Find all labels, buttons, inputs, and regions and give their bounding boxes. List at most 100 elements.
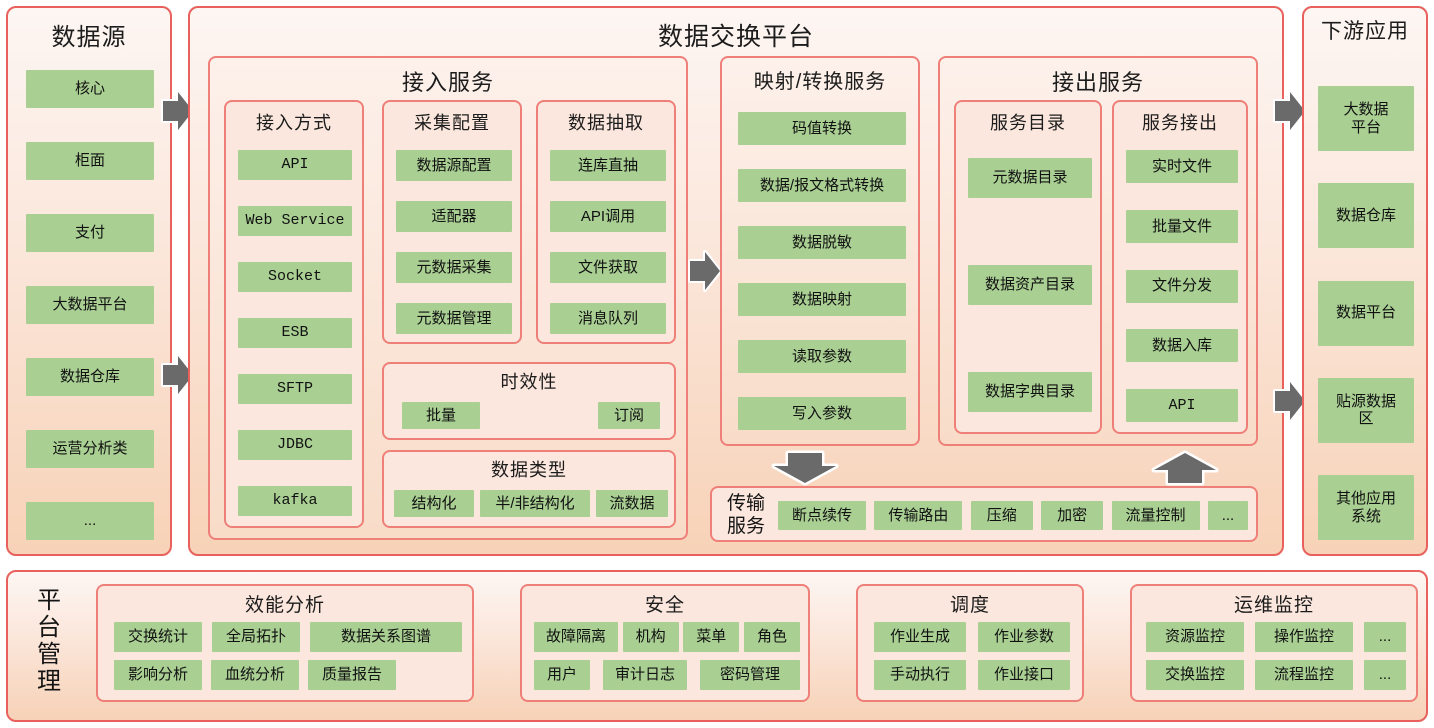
access-mode-item[interactable]: Web Service	[238, 206, 352, 236]
data-extract-item[interactable]: API调用	[550, 201, 666, 232]
datasource-item[interactable]: 数据仓库	[26, 358, 154, 396]
mapping-service-item[interactable]: 码值转换	[738, 112, 906, 145]
security-item[interactable]: 密码管理	[700, 660, 800, 690]
access-mode-title: 接入方式	[256, 113, 332, 133]
service-catalog-item[interactable]: 数据资产目录	[968, 265, 1092, 305]
collect-config-item[interactable]: 适配器	[396, 201, 512, 232]
access-mode-item[interactable]: Socket	[238, 262, 352, 292]
platform-title: 数据交换平台	[657, 23, 814, 51]
data-extract-item[interactable]: 消息队列	[550, 303, 666, 334]
service-export-item[interactable]: 数据入库	[1126, 329, 1238, 363]
service-export-item[interactable]: 实时文件	[1126, 150, 1238, 183]
platform-mgmt-title-char: 平	[37, 587, 61, 614]
transport-service-item[interactable]: 流量控制	[1111, 501, 1200, 530]
ops-monitor-row1: 资源监控 操作监控 ...	[1146, 622, 1406, 652]
downstream-item[interactable]: 数据平台	[1318, 280, 1414, 346]
datasource-item[interactable]: 核心	[26, 70, 154, 108]
security-item[interactable]: 用户	[534, 660, 590, 690]
efficiency-analysis-item[interactable]: 血统分析	[211, 660, 299, 690]
service-export-list: 实时文件 批量文件 文件分发 数据入库 API	[1126, 150, 1238, 422]
mapping-service-item[interactable]: 数据/报文格式转换	[738, 169, 906, 202]
service-catalog-item[interactable]: 数据字典目录	[968, 372, 1092, 412]
downstream-item[interactable]: 数据仓库	[1318, 183, 1414, 249]
collect-config-title: 采集配置	[414, 113, 490, 133]
security-title: 安全	[644, 595, 685, 616]
downstream-item[interactable]: 其他应用 系统	[1318, 475, 1414, 540]
efficiency-analysis-item[interactable]: 数据关系图谱	[310, 622, 462, 652]
data-type-item[interactable]: 半/非结构化	[480, 490, 590, 517]
collect-config-item[interactable]: 元数据采集	[396, 252, 512, 283]
data-type-panel: 数据类型 结构化 半/非结构化 流数据	[382, 450, 676, 528]
security-item[interactable]: 审计日志	[603, 660, 687, 690]
security-item[interactable]: 机构	[622, 622, 679, 652]
downstream-item[interactable]: 贴源数据 区	[1318, 377, 1414, 443]
ops-monitor-item[interactable]: 流程监控	[1255, 660, 1353, 690]
datasource-item[interactable]: 柜面	[26, 142, 154, 180]
datasource-item[interactable]: 支付	[26, 214, 154, 252]
ops-monitor-item[interactable]: ...	[1364, 622, 1406, 652]
scheduling-item[interactable]: 作业生成	[874, 622, 966, 652]
mapping-service-item[interactable]: 数据脱敏	[738, 226, 906, 259]
collect-config-item[interactable]: 元数据管理	[396, 303, 512, 334]
data-extract-item[interactable]: 文件获取	[550, 252, 666, 283]
access-mode-panel: 接入方式 API Web Service Socket ESB SFTP JDB…	[224, 100, 364, 528]
access-mode-item[interactable]: API	[238, 150, 352, 180]
efficiency-analysis-item[interactable]: 影响分析	[114, 660, 202, 690]
service-export-panel: 服务接出 实时文件 批量文件 文件分发 数据入库 API	[1112, 100, 1248, 434]
access-mode-item[interactable]: kafka	[238, 486, 352, 516]
datasource-item[interactable]: 大数据平台	[26, 286, 154, 324]
ops-monitor-item[interactable]: 交换监控	[1146, 660, 1244, 690]
efficiency-analysis-item[interactable]: 全局拓扑	[212, 622, 300, 652]
scheduling-title: 调度	[949, 595, 990, 616]
transport-service-item[interactable]: ...	[1207, 501, 1248, 530]
access-mode-item[interactable]: SFTP	[238, 374, 352, 404]
datasource-item[interactable]: 运营分析类	[26, 430, 154, 468]
transport-service-item[interactable]: 压缩	[970, 501, 1033, 530]
scheduling-item[interactable]: 作业接口	[978, 660, 1070, 690]
arrow-up-icon	[1146, 449, 1224, 487]
datasource-item[interactable]: ...	[26, 502, 154, 540]
security-item[interactable]: 角色	[743, 622, 800, 652]
transport-service-item[interactable]: 传输路由	[874, 501, 963, 530]
service-export-item[interactable]: API	[1126, 389, 1238, 422]
security-item[interactable]: 故障隔离	[534, 622, 618, 652]
output-service-title: 接出服务	[1051, 70, 1144, 95]
service-catalog-panel: 服务目录 元数据目录 数据资产目录 数据字典目录	[954, 100, 1102, 434]
access-service-panel: 接入服务 接入方式 API Web Service Socket ESB SFT…	[208, 56, 688, 540]
service-export-title: 服务接出	[1142, 113, 1218, 133]
ops-monitor-item[interactable]: 资源监控	[1146, 622, 1244, 652]
scheduling-item[interactable]: 手动执行	[874, 660, 966, 690]
timeliness-item[interactable]: 批量	[402, 402, 480, 429]
efficiency-analysis-item[interactable]: 交换统计	[114, 622, 202, 652]
efficiency-analysis-item[interactable]: 质量报告	[308, 660, 396, 690]
ops-monitor-title: 运维监控	[1233, 595, 1314, 616]
security-item[interactable]: 菜单	[683, 622, 740, 652]
service-export-item[interactable]: 文件分发	[1126, 269, 1238, 303]
timeliness-title: 时效性	[500, 372, 558, 392]
service-export-item[interactable]: 批量文件	[1126, 209, 1238, 243]
transport-service-item[interactable]: 加密	[1041, 501, 1104, 530]
mapping-service-panel: 映射/转换服务 码值转换 数据/报文格式转换 数据脱敏 数据映射 读取参数 写入…	[720, 56, 920, 446]
security-row2: 用户 审计日志 密码管理	[534, 660, 800, 690]
downstream-item[interactable]: 大数据 平台	[1318, 86, 1414, 151]
ops-monitor-item[interactable]: ...	[1364, 660, 1406, 690]
datasource-list: 核心 柜面 支付 大数据平台 数据仓库 运营分析类 ...	[26, 70, 154, 540]
access-mode-item[interactable]: ESB	[238, 318, 352, 348]
data-extract-item[interactable]: 连库直抽	[550, 150, 666, 181]
mapping-service-item[interactable]: 读取参数	[738, 340, 906, 373]
ops-monitor-item[interactable]: 操作监控	[1255, 622, 1353, 652]
data-type-item[interactable]: 结构化	[394, 490, 474, 517]
mapping-service-item[interactable]: 写入参数	[738, 397, 906, 430]
access-mode-item[interactable]: JDBC	[238, 430, 352, 460]
collect-config-item[interactable]: 数据源配置	[396, 150, 512, 181]
service-catalog-item[interactable]: 元数据目录	[968, 158, 1092, 198]
data-type-item[interactable]: 流数据	[596, 490, 668, 517]
mapping-service-item[interactable]: 数据映射	[738, 283, 906, 316]
efficiency-analysis-row1: 交换统计 全局拓扑 数据关系图谱	[114, 622, 462, 652]
timeliness-item[interactable]: 订阅	[598, 402, 660, 429]
ops-monitor-panel: 运维监控 资源监控 操作监控 ... 交换监控 流程监控 ...	[1130, 584, 1418, 702]
transport-service-item[interactable]: 断点续传	[778, 501, 866, 530]
scheduling-row1: 作业生成 作业参数	[874, 622, 1070, 652]
scheduling-item[interactable]: 作业参数	[978, 622, 1070, 652]
